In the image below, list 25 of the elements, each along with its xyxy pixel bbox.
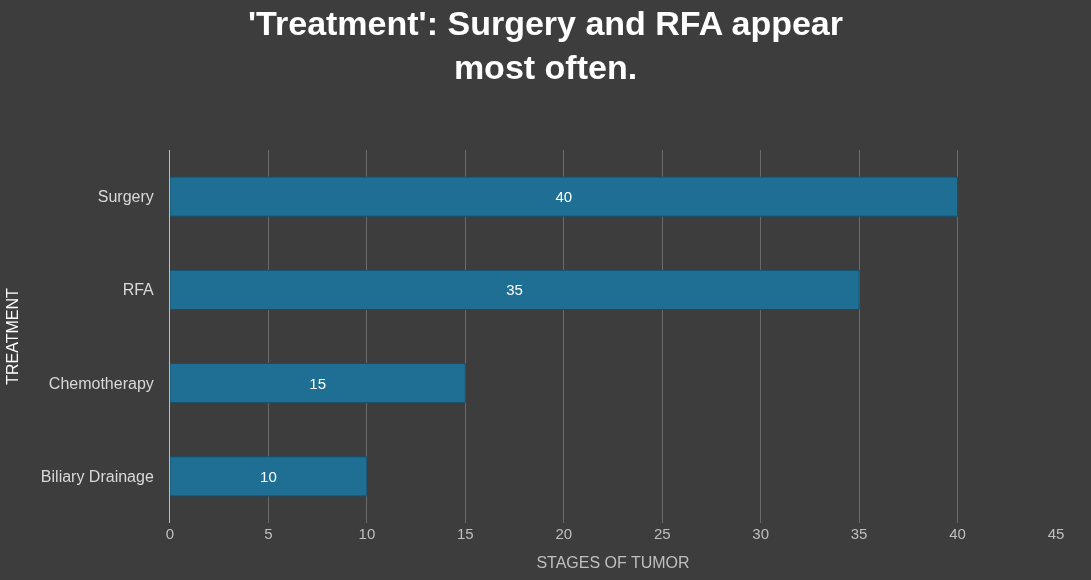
y-tick-label: Chemotherapy bbox=[48, 374, 154, 392]
x-tick-label: 20 bbox=[555, 525, 573, 542]
x-tick-label: 15 bbox=[456, 525, 474, 542]
data-label: 40 bbox=[555, 188, 573, 206]
x-tick-label: 30 bbox=[752, 525, 770, 542]
x-tick-label: 10 bbox=[358, 525, 376, 542]
y-tick-label: RFA bbox=[122, 281, 155, 299]
data-label: 10 bbox=[260, 467, 277, 485]
x-tick-label: 35 bbox=[850, 525, 868, 542]
x-axis-title: STAGES OF TUMOR bbox=[536, 553, 690, 571]
x-tick-label: 25 bbox=[653, 525, 671, 542]
chart-title: 'Treatment': Surgery and RFA appear most often. bbox=[248, 3, 843, 86]
data-label: 35 bbox=[506, 281, 523, 299]
data-label: 15 bbox=[309, 374, 327, 392]
bar bbox=[170, 269, 860, 310]
bar bbox=[170, 176, 959, 217]
x-tick-label: 45 bbox=[1047, 525, 1065, 542]
y-tick-label: Biliary Drainage bbox=[40, 467, 154, 485]
bar bbox=[170, 363, 466, 404]
x-tick-label: 40 bbox=[949, 525, 966, 542]
x-tick-label: 0 bbox=[165, 525, 175, 542]
x-tick-label: 5 bbox=[264, 525, 273, 542]
bar bbox=[170, 456, 368, 497]
y-tick-label: Surgery bbox=[97, 188, 154, 206]
y-axis-title: TREATMENT bbox=[3, 287, 21, 385]
